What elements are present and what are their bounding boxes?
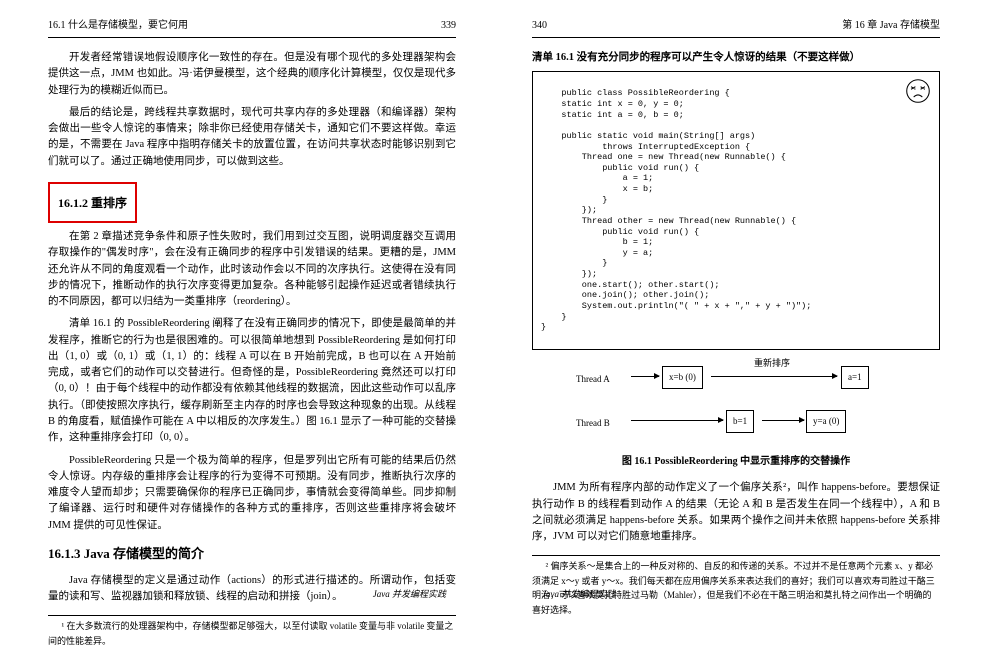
page-number: 340 — [532, 18, 547, 34]
paragraph: 最后的结论是，跨线程共享数据时，现代可共享内存的多处理器（和编译器）架构会做出一… — [48, 105, 456, 170]
highlighted-heading: 16.1.2 重排序 — [48, 182, 137, 223]
box-b1: b=1 — [726, 410, 754, 432]
figure-caption: 图 16.1 PossibleReordering 中显示重排序的交替操作 — [532, 454, 940, 470]
arrow-icon — [762, 420, 804, 421]
page-339: 16.1 什么是存储模型，要它何用 339 开发者经常错误地假设顺序化一致性的存… — [0, 0, 494, 609]
paragraph: 开发者经常错误地假设顺序化一致性的存在。但是没有哪个现代的多处理器架构会提供这一… — [48, 50, 456, 99]
page-header: 340 第 16 章 Java 存储模型 — [532, 18, 940, 38]
arrow-icon — [631, 420, 723, 421]
paragraph: JMM 为所有程序内部的动作定义了一个偏序关系²，叫作 happens-befo… — [532, 480, 940, 545]
section-heading: 16.1.3 Java 存储模型的简介 — [48, 544, 456, 565]
arrow-icon — [711, 376, 837, 377]
header-section: 16.1 什么是存储模型，要它何用 — [48, 18, 188, 34]
reordering-diagram: Thread A Thread B x=b (0) a=1 b=1 y=a (0… — [576, 360, 896, 446]
page-340: 340 第 16 章 Java 存储模型 清单 16.1 没有充分同步的程序可以… — [494, 0, 988, 609]
paragraph: 在第 2 章描述竞争条件和原子性失败时，我们用到过交互图，说明调度器交互调用存取… — [48, 229, 456, 310]
header-chapter: 第 16 章 Java 存储模型 — [842, 18, 940, 34]
thread-a-label: Thread A — [576, 372, 610, 386]
page-number: 339 — [441, 18, 456, 34]
page-footer: Java 并发编程实践 — [542, 587, 615, 601]
thread-b-label: Thread B — [576, 416, 610, 430]
code-text: public class PossibleReordering { static… — [541, 88, 811, 332]
page-footer: Java 并发编程实践 — [373, 587, 446, 601]
reorder-label: 重新排序 — [754, 356, 790, 370]
code-listing: public class PossibleReordering { static… — [532, 71, 940, 351]
frown-face-icon — [905, 78, 931, 104]
box-xb: x=b (0) — [662, 366, 703, 388]
box-ya: y=a (0) — [806, 410, 846, 432]
listing-title: 清单 16.1 没有充分同步的程序可以产生令人惊讶的结果（不要这样做） — [532, 50, 940, 67]
footnote: ¹ 在大多数流行的处理器架构中，存储模型都足够强大，以至付读取 volatile… — [48, 615, 456, 648]
paragraph: 清单 16.1 的 PossibleReordering 阐释了在没有正确同步的… — [48, 316, 456, 446]
paragraph: PossibleReordering 只是一个极为简单的程序，但是罗列出它所有可… — [48, 453, 456, 534]
section-heading: 16.1.2 重排序 — [58, 194, 127, 213]
page-header: 16.1 什么是存储模型，要它何用 339 — [48, 18, 456, 38]
box-a1: a=1 — [841, 366, 869, 388]
arrow-icon — [631, 376, 659, 377]
